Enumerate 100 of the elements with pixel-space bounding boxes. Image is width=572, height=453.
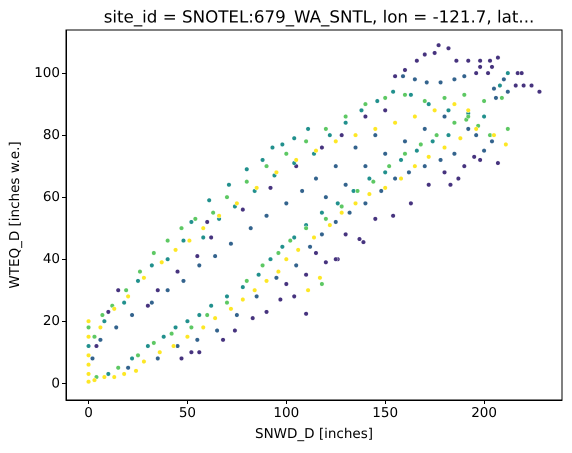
point [452, 120, 457, 126]
chart-title: site_id = SNOTEL:679_WA_SNTL, lon = -121.7, lat... [104, 6, 534, 26]
point [422, 98, 428, 104]
point [260, 157, 266, 162]
point [228, 241, 234, 246]
x-tick-label: 200 [471, 405, 497, 421]
point [200, 234, 206, 240]
point [366, 176, 372, 182]
point [362, 164, 368, 169]
point [86, 324, 92, 330]
point [382, 170, 388, 175]
point [264, 164, 270, 169]
point [204, 312, 210, 318]
point [165, 238, 170, 244]
point [362, 102, 368, 107]
point [135, 352, 140, 358]
point [98, 337, 103, 342]
y-tick-label: 60 [42, 189, 60, 206]
point [442, 114, 448, 120]
point [333, 219, 338, 224]
point [212, 254, 218, 259]
point [256, 272, 262, 278]
point [474, 132, 479, 138]
point [374, 98, 380, 104]
point [254, 294, 260, 299]
point [398, 157, 404, 162]
point [288, 238, 293, 244]
point [313, 176, 318, 182]
point [343, 182, 348, 188]
point [446, 132, 451, 138]
point [422, 164, 428, 169]
point [280, 142, 285, 147]
point [497, 83, 502, 88]
point [155, 356, 160, 361]
point [149, 300, 154, 306]
point [92, 334, 97, 340]
point [244, 278, 250, 284]
point [234, 312, 240, 318]
point [268, 256, 273, 262]
point [499, 95, 504, 100]
point [276, 250, 281, 256]
point [402, 138, 408, 144]
point [418, 142, 424, 147]
point [179, 226, 184, 231]
point [422, 126, 428, 132]
y-tick-label: 100 [34, 65, 60, 82]
point [116, 365, 121, 370]
point [339, 204, 344, 209]
point [206, 198, 212, 203]
point [390, 89, 396, 94]
point [244, 166, 250, 172]
point [386, 164, 392, 169]
point [382, 151, 388, 156]
point [106, 371, 111, 376]
point [414, 148, 420, 154]
point [452, 76, 457, 82]
point [378, 188, 384, 194]
point [169, 331, 174, 336]
point [402, 92, 408, 98]
point [226, 182, 232, 188]
x-axis-title: SNWD_D [inches] [254, 426, 374, 442]
point [130, 312, 135, 318]
point [392, 176, 398, 182]
point [90, 356, 95, 361]
point [100, 312, 105, 318]
point [462, 92, 467, 98]
point [124, 288, 129, 293]
point [505, 89, 510, 94]
point [306, 126, 311, 132]
point [196, 312, 202, 318]
point [192, 216, 198, 222]
point [122, 300, 127, 306]
point [208, 303, 214, 308]
point [304, 138, 309, 144]
point [319, 232, 324, 237]
point [323, 126, 328, 132]
point [214, 328, 220, 334]
point [489, 138, 494, 144]
point [184, 318, 190, 324]
point [130, 356, 135, 361]
point [466, 126, 471, 132]
x-tick-label: 150 [372, 405, 398, 421]
point [343, 114, 348, 120]
point [102, 318, 107, 324]
point [304, 226, 309, 231]
point [284, 200, 289, 206]
point [86, 344, 92, 349]
point [319, 210, 324, 216]
point [284, 151, 289, 156]
point [424, 80, 430, 85]
point [343, 120, 348, 126]
point [165, 256, 170, 262]
point [501, 76, 506, 82]
point [438, 157, 444, 162]
point [430, 138, 436, 144]
point [382, 95, 388, 100]
point [434, 132, 440, 138]
point [149, 262, 154, 268]
point [482, 114, 487, 120]
point [180, 238, 186, 244]
